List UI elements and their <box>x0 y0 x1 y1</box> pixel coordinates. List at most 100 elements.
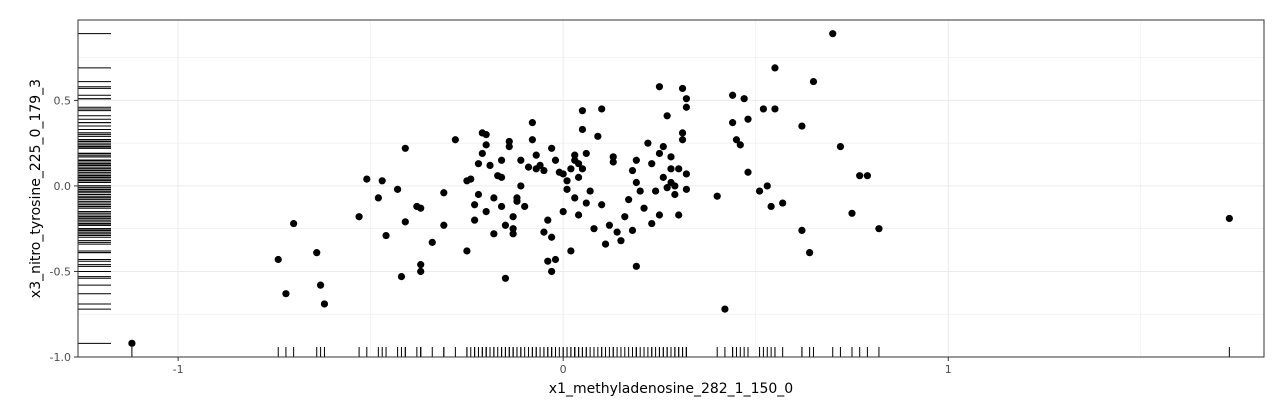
data-point <box>505 142 513 151</box>
data-point <box>467 175 475 183</box>
x-tick-label: 0 <box>560 363 567 376</box>
data-point <box>829 30 837 38</box>
data-point <box>590 225 598 233</box>
data-point <box>417 261 425 269</box>
data-point <box>548 233 556 241</box>
data-point <box>667 153 675 161</box>
data-point <box>417 204 425 212</box>
data-point <box>524 163 533 171</box>
y-tick-label: -1.0 <box>50 351 71 364</box>
data-point <box>740 95 748 103</box>
data-point <box>313 249 321 257</box>
data-point <box>713 192 721 200</box>
data-point <box>636 187 644 195</box>
data-point <box>763 182 771 190</box>
data-point <box>721 305 729 313</box>
data-point <box>528 136 536 144</box>
data-point <box>671 182 679 190</box>
data-point <box>806 249 814 257</box>
data-point <box>640 204 648 212</box>
data-point <box>625 196 633 204</box>
data-point <box>798 122 806 130</box>
data-point <box>663 184 671 192</box>
data-point <box>655 149 664 158</box>
data-point <box>609 158 617 166</box>
data-point <box>598 105 606 113</box>
data-point <box>486 161 494 170</box>
x-axis-title: x1_methyladenosine_282_1_150_0 <box>549 381 793 397</box>
data-point <box>274 255 282 264</box>
data-point <box>551 156 560 164</box>
axis-ticks <box>74 99 949 361</box>
data-point <box>548 144 556 152</box>
data-point <box>675 211 683 219</box>
data-point <box>729 119 737 127</box>
data-point <box>417 267 425 276</box>
data-point <box>678 136 687 144</box>
data-point <box>671 190 679 199</box>
data-point <box>578 107 587 115</box>
data-point <box>567 247 575 255</box>
data-point <box>755 187 764 195</box>
data-point <box>582 199 590 207</box>
grid-lines <box>78 20 1264 358</box>
data-point <box>497 156 506 164</box>
data-point <box>771 64 779 72</box>
data-point <box>767 202 775 211</box>
data-point <box>586 187 594 195</box>
data-point <box>290 219 298 228</box>
data-point <box>551 255 560 264</box>
data-point <box>428 238 436 246</box>
y-axis-title: x3_nitro_tyrosine_225_0_179_3 <box>28 79 44 298</box>
data-point <box>567 165 575 173</box>
data-point <box>744 115 752 123</box>
data-point <box>682 103 691 111</box>
data-point <box>482 131 490 139</box>
data-point <box>594 132 602 140</box>
data-point <box>559 170 567 178</box>
data-point <box>474 190 483 199</box>
data-point <box>513 194 521 202</box>
data-points <box>128 30 1233 347</box>
data-point <box>628 166 637 175</box>
data-point <box>779 199 787 207</box>
data-point <box>601 240 610 248</box>
data-point <box>528 119 536 127</box>
data-point <box>809 77 818 86</box>
data-point <box>632 156 640 164</box>
data-point <box>282 290 290 298</box>
data-point <box>440 189 448 197</box>
data-point <box>509 230 517 238</box>
data-point <box>798 226 806 235</box>
data-point <box>490 230 498 238</box>
data-point <box>355 213 363 221</box>
data-point <box>848 209 856 217</box>
data-point <box>128 339 136 347</box>
data-point <box>578 125 587 134</box>
panel-border <box>77 19 1265 358</box>
data-point <box>401 218 409 226</box>
data-point <box>544 257 552 265</box>
data-point <box>478 149 486 158</box>
data-point <box>374 194 382 202</box>
data-point <box>598 201 606 209</box>
data-point <box>571 151 579 159</box>
data-point <box>559 207 567 216</box>
data-point <box>648 160 656 168</box>
data-point <box>382 231 390 240</box>
data-point <box>536 161 544 170</box>
data-point <box>474 160 483 168</box>
data-point <box>655 211 664 219</box>
data-point <box>609 153 617 161</box>
data-point <box>471 216 479 224</box>
data-point <box>582 149 590 158</box>
data-point <box>856 172 864 180</box>
data-point <box>471 201 479 209</box>
data-point <box>363 175 371 183</box>
x-tick-label: 1 <box>945 363 952 376</box>
data-point <box>675 165 683 173</box>
x-tick-label: -1 <box>173 363 184 376</box>
data-point <box>397 272 406 281</box>
data-point <box>394 185 402 193</box>
data-point <box>644 139 652 147</box>
